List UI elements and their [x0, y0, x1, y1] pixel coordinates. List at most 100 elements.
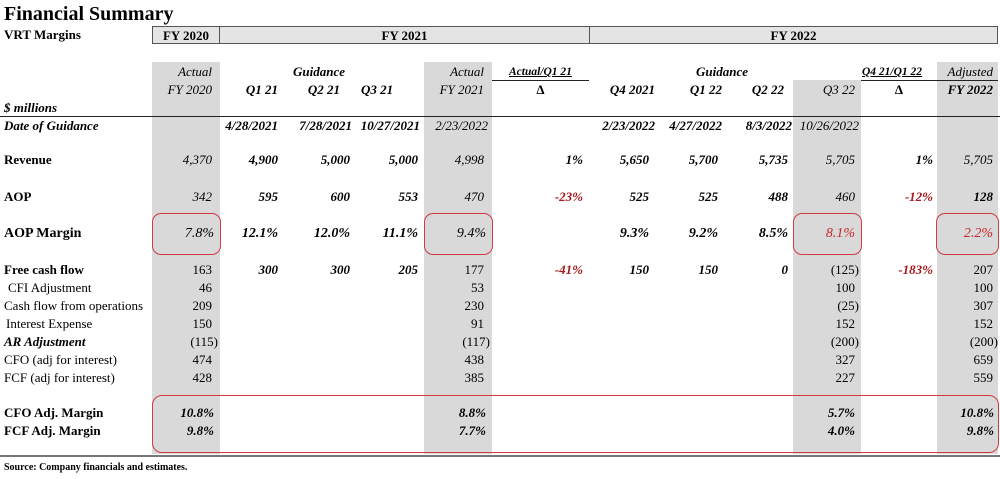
col-header-d22: Δ — [894, 82, 904, 97]
cell: 128 — [973, 189, 994, 204]
cell: (200) — [969, 334, 998, 349]
cell: 5,735 — [758, 152, 788, 167]
cell: 7.8% — [184, 226, 214, 241]
cell: 460 — [835, 189, 856, 204]
col-header-q322: Q3 22 — [822, 82, 855, 97]
cell: 150 — [192, 316, 213, 331]
col-header-d21: Δ — [536, 82, 545, 97]
guidance-2022-label: Guidance — [696, 64, 748, 79]
row-label-cfo-margin: CFO Adj. Margin — [4, 405, 104, 420]
fy2020-header: FY 2020 — [152, 26, 220, 44]
page-title: Financial Summary — [4, 3, 174, 25]
guidance-2021-label: Guidance — [293, 64, 345, 79]
cell: 525 — [698, 189, 719, 204]
table-subtitle: VRT Margins — [4, 27, 81, 42]
delta-2021-rule — [492, 80, 589, 81]
date-q421: 2/23/2022 — [602, 118, 655, 133]
highlight-box-aop-adj2022 — [936, 213, 999, 255]
date-label: Date of Guidance — [4, 118, 99, 133]
source-note: Source: Company financials and estimates… — [4, 462, 188, 473]
cell: 10.8% — [960, 405, 994, 420]
cell: 5,705 — [825, 152, 855, 167]
cell: 11.1% — [382, 226, 418, 241]
cell: 53 — [471, 280, 484, 295]
cell: 1% — [915, 152, 933, 167]
row-label-cfo: Cash flow from operations — [4, 298, 144, 313]
cell: 9.8% — [186, 423, 214, 438]
date-q322: 10/26/2022 — [799, 118, 859, 133]
cell: 150 — [629, 262, 650, 277]
cell: (25) — [837, 298, 859, 313]
cell: 12.1% — [241, 226, 278, 241]
delta-2022-label: Q4 21/Q1 22 — [862, 66, 923, 78]
fy2022-header: FY 2022 — [589, 26, 998, 44]
date-a21: 2/23/2022 — [435, 118, 488, 133]
cell: 177 — [464, 262, 485, 277]
units-label: $ millions — [4, 100, 58, 115]
highlight-box-aop-fy2020 — [152, 213, 221, 255]
cell: 100 — [835, 280, 856, 295]
cell-negative: -41% — [554, 262, 583, 277]
cell: 600 — [330, 189, 351, 204]
cell: 8.8% — [458, 405, 486, 420]
cell: 474 — [192, 352, 213, 367]
date-q321: 10/27/2021 — [360, 118, 420, 133]
col-header-a21: FY 2021 — [439, 82, 484, 97]
date-q222: 8/3/2022 — [745, 118, 792, 133]
row-label-aop: AOP — [4, 189, 32, 204]
row-label-fcf: Free cash flow — [4, 262, 84, 277]
cell-highlight: 2.2% — [963, 226, 993, 241]
cell: 4,998 — [454, 152, 484, 167]
cell: 227 — [835, 370, 856, 385]
cell: 307 — [973, 298, 994, 313]
fy2021-header: FY 2021 — [219, 26, 590, 44]
highlight-box-aop-fy2021 — [424, 213, 493, 255]
col-header-q122: Q1 22 — [689, 82, 722, 97]
cell: 428 — [192, 370, 213, 385]
date-q121: 4/28/2021 — [225, 118, 278, 133]
cell: 300 — [258, 262, 279, 277]
row-label-revenue: Revenue — [4, 152, 52, 167]
bottom-rule — [0, 455, 1000, 457]
cell: 4,370 — [182, 152, 212, 167]
cell: 559 — [973, 370, 994, 385]
delta-2022-rule — [861, 80, 998, 81]
row-label-cfi: CFI Adjustment — [8, 280, 92, 295]
col-header-a20-line1: Actual — [178, 64, 212, 79]
cell: 46 — [199, 280, 212, 295]
highlight-box-adj-margins — [152, 395, 999, 453]
cell: 4,900 — [248, 152, 278, 167]
shade-q322 — [793, 80, 861, 454]
cell-highlight: 8.1% — [825, 226, 855, 241]
cell: 100 — [973, 280, 994, 295]
shade-adjusted-fy2022 — [937, 62, 998, 454]
cell: 553 — [398, 189, 419, 204]
cell: 4.0% — [827, 423, 855, 438]
cell: 0 — [781, 262, 789, 277]
cell: 205 — [398, 262, 419, 277]
cell: 5,650 — [619, 152, 649, 167]
cell: 230 — [464, 298, 485, 313]
cell: 1% — [565, 152, 583, 167]
col-header-adj22: FY 2022 — [947, 82, 993, 97]
cell: 300 — [330, 262, 351, 277]
cell: 10.8% — [180, 405, 214, 420]
cell: 5.7% — [827, 405, 855, 420]
cell: 327 — [835, 352, 856, 367]
cell: (117) — [462, 334, 490, 349]
cell: 7.7% — [458, 423, 486, 438]
cell: 342 — [192, 189, 213, 204]
cell: 385 — [464, 370, 485, 385]
cell: 659 — [973, 352, 994, 367]
cell: 5,000 — [320, 152, 350, 167]
cell: 8.5% — [758, 226, 788, 241]
cell: 9.8% — [966, 423, 994, 438]
col-header-q321: Q3 21 — [361, 82, 394, 97]
col-header-adj22-line1: Adjusted — [947, 64, 994, 79]
cell: 5,705 — [963, 152, 993, 167]
cell-negative: -183% — [898, 262, 933, 277]
row-label-fcf-margin: FCF Adj. Margin — [4, 423, 101, 438]
cell: (200) — [830, 334, 859, 349]
cell: 470 — [464, 189, 485, 204]
row-label-ar: AR Adjustment — [4, 334, 86, 349]
